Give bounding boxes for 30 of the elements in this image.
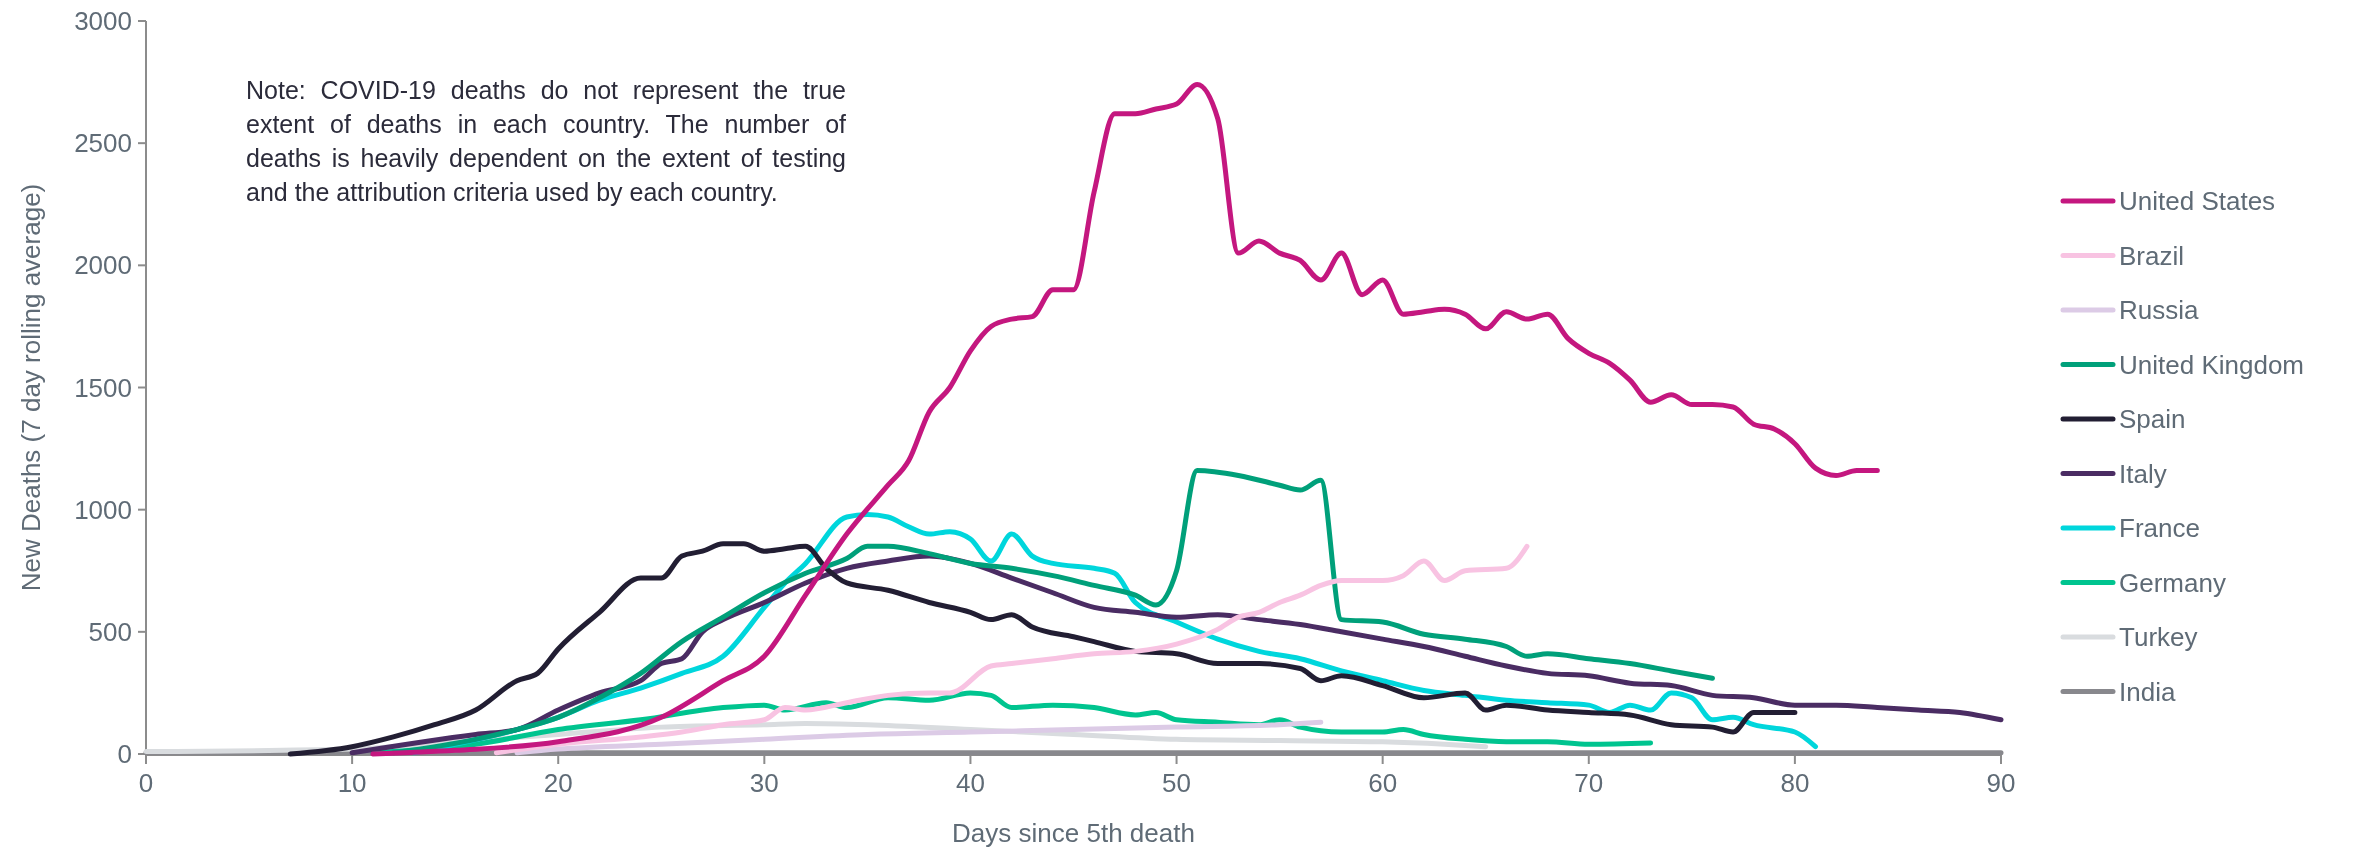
y-tick-label: 1500 — [74, 372, 132, 403]
x-tick-label: 40 — [955, 768, 985, 798]
legend-label: India — [2119, 676, 2176, 707]
x-tick-label: 80 — [1780, 768, 1810, 798]
x-tick-label: 10 — [337, 768, 367, 798]
legend-label: United States — [2119, 186, 2276, 216]
legend-label: Spain — [2119, 404, 2186, 434]
y-tick-label: 3000 — [74, 6, 132, 37]
legend-label: Russia — [2119, 295, 2200, 325]
y-tick-label: 2000 — [74, 250, 132, 281]
y-axis-title: New Deaths (7 day rolling average) — [16, 183, 46, 592]
x-tick-label: 20 — [543, 768, 573, 798]
x-tick-label: 70 — [1574, 768, 1604, 798]
y-tick-label: 1000 — [74, 494, 132, 525]
legend-label: Germany — [2119, 567, 2226, 598]
y-tick-label: 0 — [117, 739, 132, 770]
legend-label: France — [2119, 513, 2200, 543]
x-tick-label: 0 — [138, 768, 154, 798]
legend-label: United Kingdom — [2119, 349, 2304, 380]
legend-label: Italy — [2119, 458, 2167, 489]
annotation: Note: COVID-19 deaths do not represent the true extent of deaths in each country. The number of deaths is heavily dependent on the extent of testing and the attribution criteria used by each country. — [246, 75, 846, 208]
y-tick-label: 2500 — [74, 128, 132, 159]
x-tick-label: 50 — [1162, 768, 1192, 798]
x-axis-title: Days since 5th death — [952, 818, 1195, 848]
legend-label: Turkey — [2119, 622, 2198, 652]
y-tick-label: 500 — [88, 616, 132, 647]
x-tick-label: 60 — [1368, 768, 1398, 798]
legend-label: Brazil — [2119, 240, 2185, 271]
x-tick-label: 30 — [749, 768, 779, 798]
x-tick-label: 90 — [1986, 768, 2016, 798]
